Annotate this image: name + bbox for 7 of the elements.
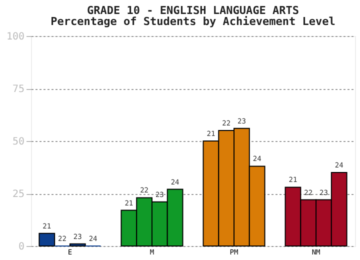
y-tick-label: 25 bbox=[12, 189, 24, 200]
chart-title: GRADE 10 - ENGLISH LANGUAGE ARTS bbox=[87, 4, 299, 17]
chart-subtitle: Percentage of Students by Achievement Level bbox=[50, 15, 336, 28]
y-tick-label: 50 bbox=[12, 136, 24, 148]
y-tick-label: 0 bbox=[18, 242, 24, 252]
y-tick-label: 75 bbox=[12, 84, 24, 95]
y-tick-label: 100 bbox=[6, 32, 24, 42]
